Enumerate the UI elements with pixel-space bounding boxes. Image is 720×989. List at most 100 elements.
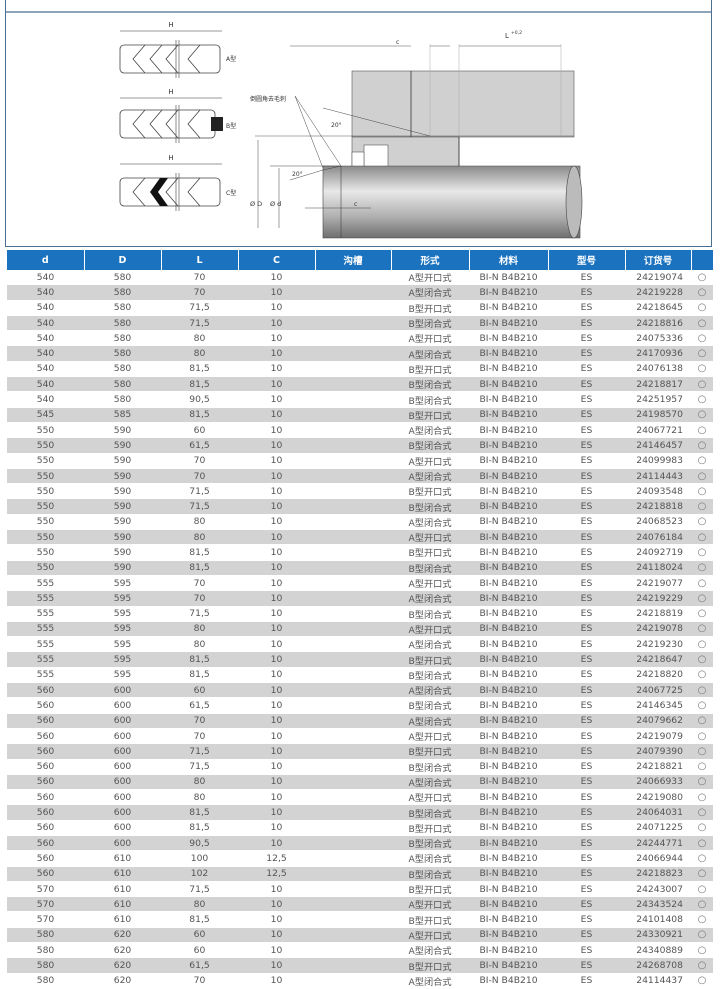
cell-model: ES <box>548 896 625 913</box>
cell-form: B型闭合式 <box>391 498 469 515</box>
select-radio[interactable]: ○ <box>691 391 713 408</box>
select-radio[interactable]: ○ <box>691 713 713 729</box>
select-radio[interactable]: ○ <box>691 437 713 454</box>
cell-d: 560 <box>7 774 84 791</box>
cell-order-number: 24198570 <box>625 407 691 423</box>
cell-L: 90,5 <box>161 835 238 852</box>
svg-text:C型: C型 <box>226 189 236 197</box>
cell-d: 555 <box>7 575 84 592</box>
select-radio[interactable]: ○ <box>691 728 713 745</box>
cell-model: ES <box>548 483 625 500</box>
select-radio[interactable]: ○ <box>691 498 713 515</box>
cell-C: 10 <box>238 804 315 821</box>
cell-d: 560 <box>7 697 84 714</box>
select-radio[interactable]: ○ <box>691 804 713 821</box>
select-radio[interactable]: ○ <box>691 866 713 882</box>
select-radio[interactable]: ○ <box>691 560 713 576</box>
cell-groove <box>315 391 391 408</box>
cell-order-number: 24114437 <box>625 973 691 989</box>
cell-form: A型开口式 <box>391 453 469 469</box>
cell-material: BI-N B4B210 <box>469 361 548 378</box>
select-radio[interactable]: ○ <box>691 651 713 668</box>
select-radio[interactable]: ○ <box>691 636 713 653</box>
select-radio[interactable]: ○ <box>691 774 713 791</box>
cell-order-number: 24243007 <box>625 881 691 898</box>
cell-groove <box>315 651 391 668</box>
select-radio[interactable]: ○ <box>691 300 713 316</box>
select-radio[interactable]: ○ <box>691 743 713 760</box>
cell-d: 560 <box>7 835 84 852</box>
cell-D: 590 <box>84 453 161 469</box>
select-radio[interactable]: ○ <box>691 835 713 852</box>
cell-C: 10 <box>238 270 315 286</box>
table-row: 580 620 70 10 A型闭合式 BI-N B4B210 ES 24114437 ○ <box>7 973 713 989</box>
select-radio[interactable]: ○ <box>691 957 713 974</box>
select-radio[interactable]: ○ <box>691 820 713 836</box>
table-row: 550 590 70 10 A型开口式 BI-N B4B210 ES 24099983 ○ <box>7 453 713 469</box>
svg-text:H: H <box>168 21 173 29</box>
cell-d: 540 <box>7 391 84 408</box>
cell-groove <box>315 942 391 959</box>
select-radio[interactable]: ○ <box>691 881 713 898</box>
cell-D: 600 <box>84 682 161 699</box>
select-radio[interactable]: ○ <box>691 514 713 531</box>
select-radio[interactable]: ○ <box>691 927 713 944</box>
cell-material: BI-N B4B210 <box>469 743 548 760</box>
select-radio[interactable]: ○ <box>691 973 713 989</box>
select-radio[interactable]: ○ <box>691 529 713 546</box>
select-radio[interactable]: ○ <box>691 284 713 301</box>
select-radio[interactable]: ○ <box>691 911 713 928</box>
cell-C: 10 <box>238 453 315 469</box>
select-radio[interactable]: ○ <box>691 376 713 393</box>
cell-d: 550 <box>7 544 84 561</box>
cell-order-number: 24114443 <box>625 468 691 485</box>
select-radio[interactable]: ○ <box>691 759 713 775</box>
select-radio[interactable]: ○ <box>691 270 713 286</box>
select-radio[interactable]: ○ <box>691 453 713 469</box>
cell-material: BI-N B4B210 <box>469 850 548 867</box>
cell-form: B型开口式 <box>391 881 469 898</box>
cell-D: 595 <box>84 575 161 592</box>
select-radio[interactable]: ○ <box>691 544 713 561</box>
select-radio[interactable]: ○ <box>691 606 713 622</box>
cell-model: ES <box>548 713 625 729</box>
select-radio[interactable]: ○ <box>691 345 713 362</box>
cell-model: ES <box>548 957 625 974</box>
select-radio[interactable]: ○ <box>691 361 713 378</box>
cell-D: 600 <box>84 728 161 745</box>
select-radio[interactable]: ○ <box>691 590 713 607</box>
select-radio[interactable]: ○ <box>691 422 713 439</box>
cell-L: 70 <box>161 284 238 301</box>
cell-material: BI-N B4B210 <box>469 560 548 576</box>
cell-model: ES <box>548 330 625 347</box>
select-radio[interactable]: ○ <box>691 315 713 332</box>
select-radio[interactable]: ○ <box>691 850 713 867</box>
select-radio[interactable]: ○ <box>691 621 713 638</box>
cell-d: 555 <box>7 667 84 684</box>
select-radio[interactable]: ○ <box>691 789 713 806</box>
cell-material: BI-N B4B210 <box>469 590 548 607</box>
cell-material: BI-N B4B210 <box>469 621 548 638</box>
cell-model: ES <box>548 391 625 408</box>
cell-L: 60 <box>161 942 238 959</box>
select-radio[interactable]: ○ <box>691 330 713 347</box>
cell-form: B型开口式 <box>391 483 469 500</box>
cell-form: A型闭合式 <box>391 942 469 959</box>
select-radio[interactable]: ○ <box>691 483 713 500</box>
cell-groove <box>315 514 391 531</box>
seal-type-c: H C型 <box>119 154 236 211</box>
select-radio[interactable]: ○ <box>691 407 713 423</box>
cell-groove <box>315 407 391 423</box>
table-row: 555 595 80 10 A型开口式 BI-N B4B210 ES 24219078 ○ <box>7 621 713 638</box>
select-radio[interactable]: ○ <box>691 896 713 913</box>
cell-order-number: 24067721 <box>625 422 691 439</box>
select-radio[interactable]: ○ <box>691 697 713 714</box>
select-radio[interactable]: ○ <box>691 682 713 699</box>
svg-text:c: c <box>396 39 399 46</box>
cell-groove <box>315 957 391 974</box>
select-radio[interactable]: ○ <box>691 667 713 684</box>
select-radio[interactable]: ○ <box>691 575 713 592</box>
select-radio[interactable]: ○ <box>691 468 713 485</box>
select-radio[interactable]: ○ <box>691 942 713 959</box>
cell-D: 590 <box>84 529 161 546</box>
